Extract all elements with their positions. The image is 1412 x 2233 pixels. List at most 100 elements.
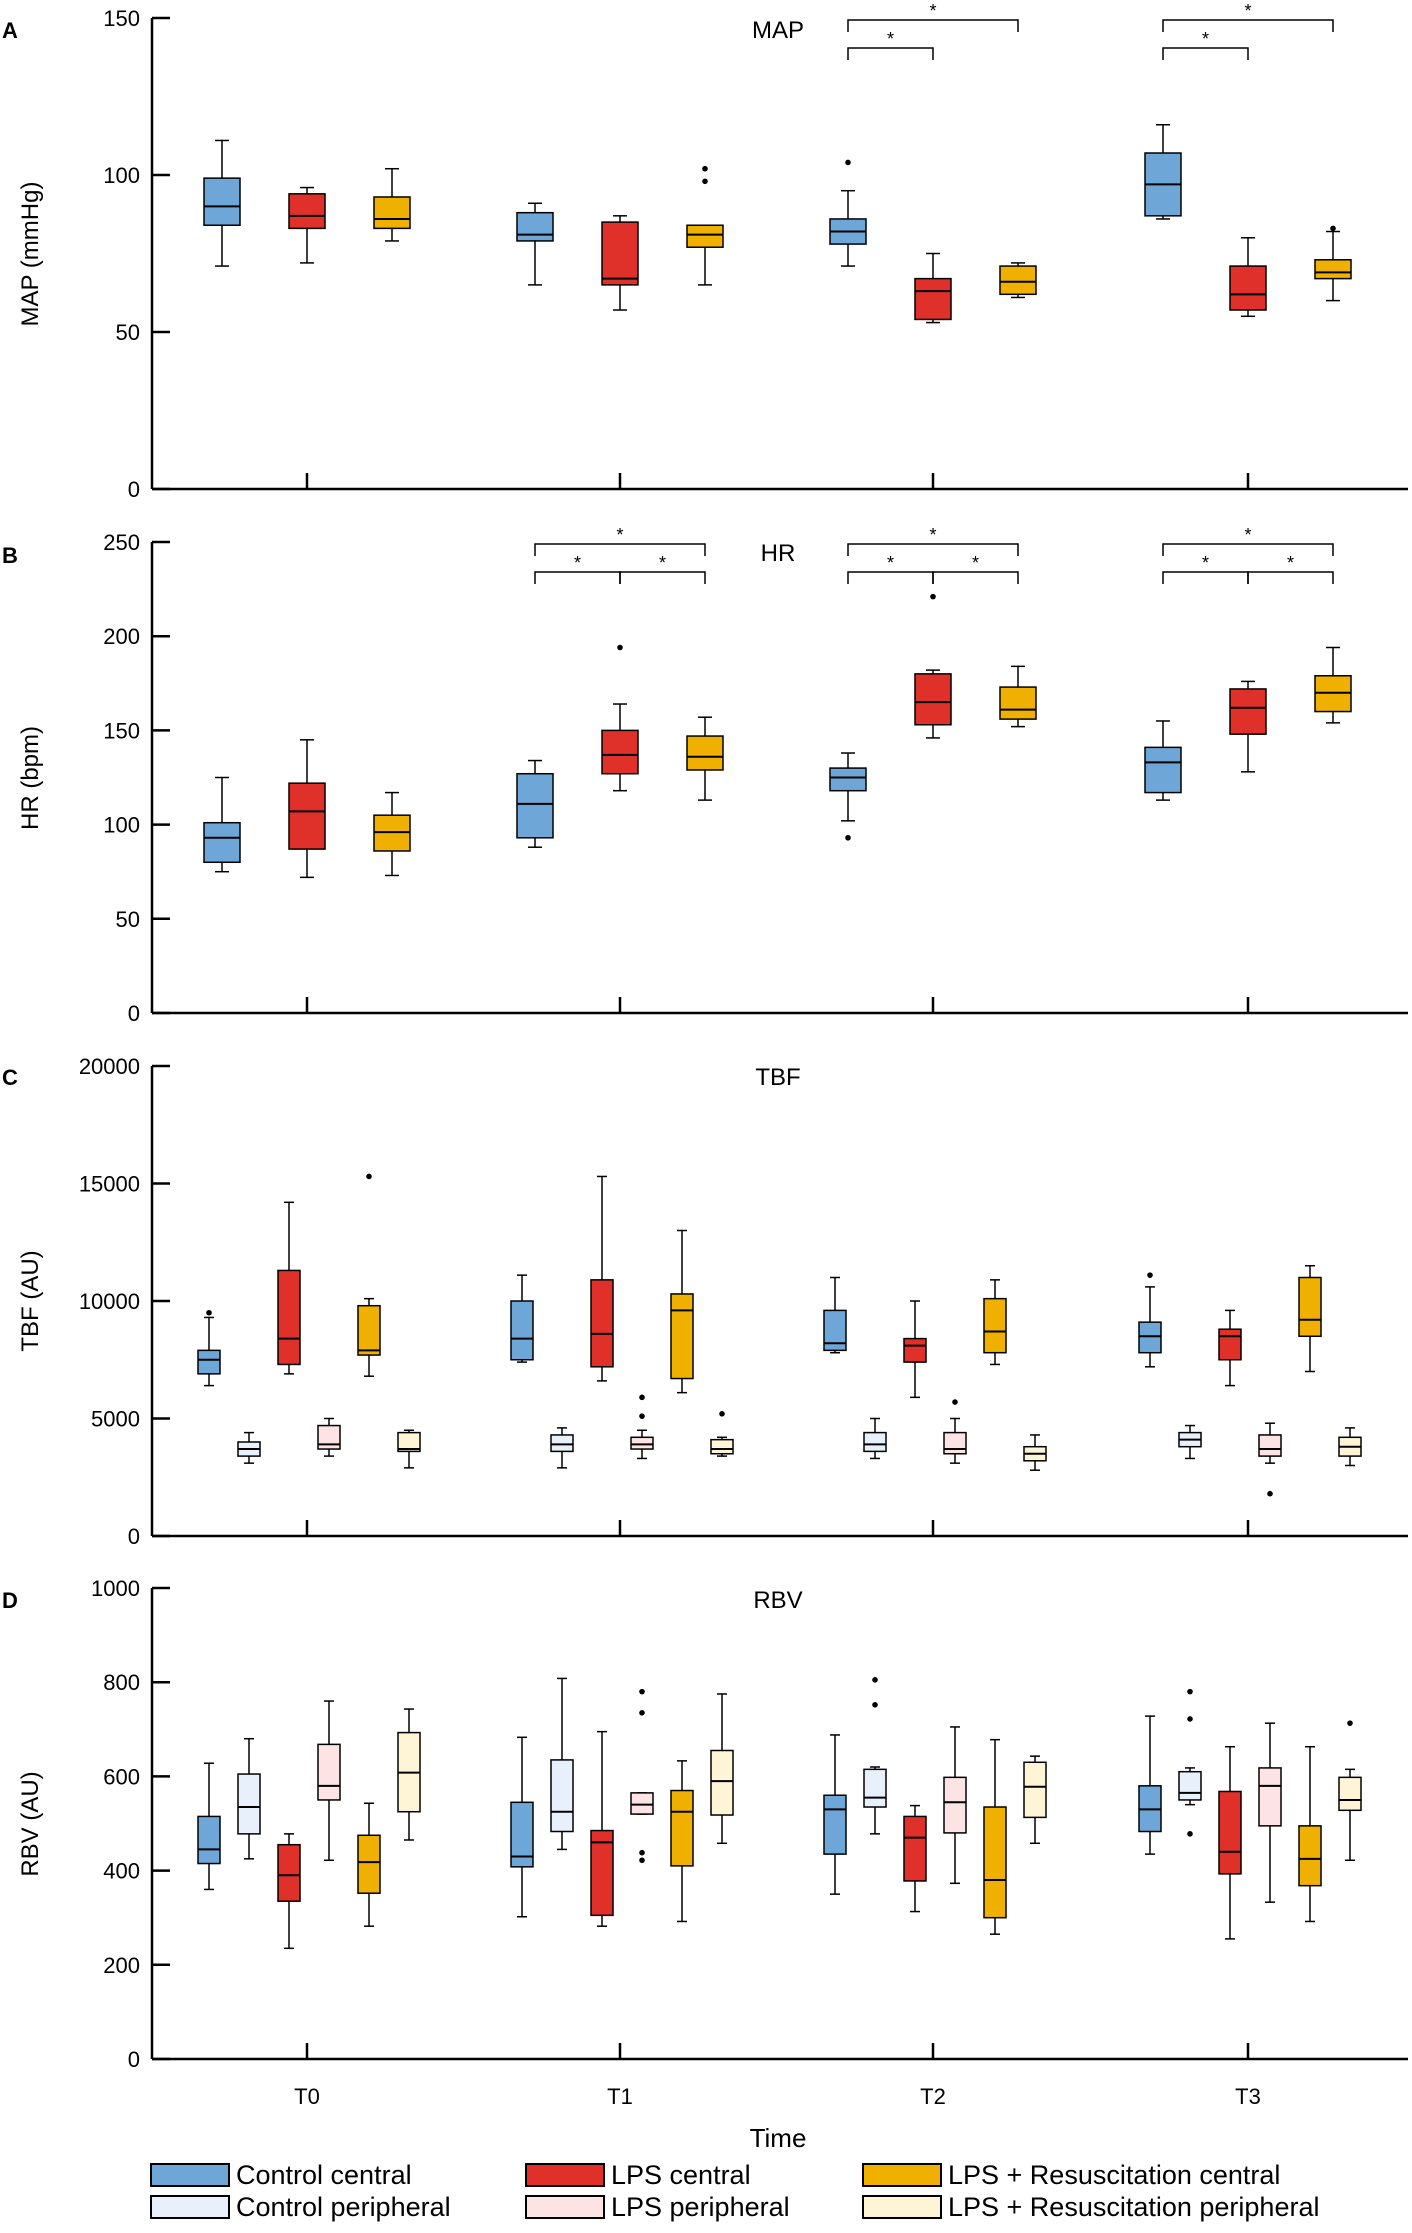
panel-b-outlier-control-central bbox=[845, 834, 851, 841]
panel-c-box-control-central bbox=[197, 1349, 221, 1375]
panel-a-box-lps-central bbox=[288, 193, 326, 230]
panel-d-outlier-lps-peripheral bbox=[639, 1857, 645, 1864]
legend-label: Control peripheral bbox=[236, 2191, 451, 2222]
panel-c-y-tick-label: 0 bbox=[128, 1524, 140, 1549]
panel-d-box-control-peripheral bbox=[550, 1759, 574, 1833]
panel-a-significance-bracket bbox=[847, 47, 934, 60]
panel-c-box-lps-peripheral bbox=[943, 1431, 967, 1455]
panel-a-box-lps-resuscitation-central bbox=[1314, 259, 1352, 280]
panel-b-significance-bracket bbox=[1162, 543, 1334, 556]
panel-b-outlier-lps-central bbox=[930, 593, 936, 600]
panel-a-outlier-lps-resuscitation-central bbox=[1330, 225, 1336, 232]
panel-a-box-lps-central bbox=[601, 221, 639, 286]
panel-b-y-tick-label: 200 bbox=[103, 624, 140, 649]
panel-d-box-lps-central bbox=[1218, 1790, 1242, 1875]
panel-a-significance-star: * bbox=[929, 1, 936, 21]
panel-c-outlier-lps-peripheral bbox=[639, 1394, 645, 1401]
legend-swatch-lps-central bbox=[525, 2163, 605, 2187]
panel-b-y-tick-label: 150 bbox=[103, 718, 140, 743]
panel-a-outlier-lps-resuscitation-central bbox=[702, 178, 708, 185]
panel-c-box-lps-resuscitation-central bbox=[670, 1293, 694, 1380]
panel-d-outlier-lps-peripheral bbox=[639, 1688, 645, 1695]
panel-b-y-tick-label: 50 bbox=[116, 907, 140, 932]
panel-d-box-control-central bbox=[197, 1815, 221, 1865]
panel-d-x-tick-label: T0 bbox=[294, 2084, 320, 2109]
panel-d-x-tick-label: T1 bbox=[607, 2084, 633, 2109]
panel-b-y-tick-label: 250 bbox=[103, 530, 140, 555]
legend-item-lps-central: LPS central bbox=[525, 2160, 751, 2190]
panel-b-box-lps-resuscitation-central bbox=[686, 735, 724, 771]
legend-label: LPS + Resuscitation peripheral bbox=[948, 2191, 1320, 2222]
panel-d-box-lps-central bbox=[590, 1829, 614, 1917]
panel-d-y-tick-label: 400 bbox=[103, 1859, 140, 1884]
panel-d-box-lps-resuscitation-central bbox=[357, 1834, 381, 1894]
panel-a-box-lps-resuscitation-central bbox=[999, 265, 1037, 296]
panel-a-box-control-central bbox=[203, 177, 241, 226]
panel-a-y-tick-label: 100 bbox=[103, 163, 140, 188]
panel-b-significance-bracket bbox=[1162, 571, 1249, 584]
panel-d-box-lps-resuscitation-central bbox=[670, 1789, 694, 1867]
panel-b-letter: B bbox=[2, 543, 18, 568]
panel-c-box-lps-central bbox=[903, 1337, 927, 1363]
panel-b-box-control-central bbox=[203, 821, 241, 864]
panel-d-outlier-control-peripheral bbox=[1187, 1688, 1193, 1695]
panel-d-box-lps-resuscitation-central bbox=[1298, 1825, 1322, 1887]
panel-c-box-lps-peripheral bbox=[317, 1424, 341, 1450]
panel-a-title: MAP bbox=[752, 17, 804, 44]
panel-b-box-lps-central bbox=[601, 729, 639, 775]
panel-c-box-control-central bbox=[510, 1300, 534, 1361]
panel-b-box-control-central bbox=[516, 772, 554, 839]
panel-d-box-lps-peripheral bbox=[943, 1776, 967, 1834]
panel-c-box-lps-peripheral bbox=[1258, 1434, 1282, 1457]
panel-a-outlier-lps-resuscitation-central bbox=[702, 165, 708, 172]
panel-d-x-tick-label: T2 bbox=[920, 2084, 946, 2109]
panel-b-significance-bracket bbox=[1247, 571, 1334, 584]
figure: 0 50 100 150 A MAP MAP (mmHg) * * * * 0 50 100 150 200 2… bbox=[2, 1, 1408, 2153]
legend-item-control-peripheral: Control peripheral bbox=[150, 2192, 451, 2222]
panel-a-significance-star: * bbox=[887, 29, 894, 49]
panel-b-significance-bracket bbox=[847, 571, 934, 584]
panel-a-box-lps-central bbox=[914, 277, 952, 321]
panel-b-significance-star: * bbox=[574, 553, 581, 573]
panel-d-outlier-control-peripheral bbox=[872, 1702, 878, 1708]
panel-b-box-lps-central bbox=[914, 673, 952, 726]
panel-a-box-lps-resuscitation-central bbox=[373, 196, 411, 230]
panel-c-box-lps-resuscitation-central bbox=[357, 1304, 381, 1356]
legend-item-control-central: Control central bbox=[150, 2160, 412, 2190]
panel-c-outlier-lps-peripheral bbox=[952, 1399, 958, 1405]
panel-b-title: HR bbox=[761, 540, 796, 567]
panel-c-box-lps-peripheral bbox=[630, 1436, 654, 1450]
panel-c-box-lps-resuscitation-central bbox=[983, 1297, 1007, 1354]
panel-b-significance-star: * bbox=[616, 525, 623, 545]
panel-c-y-tick-label: 15000 bbox=[79, 1172, 140, 1197]
panel-b-box-lps-resuscitation-central bbox=[999, 686, 1037, 720]
panel-c-box-control-peripheral bbox=[863, 1431, 887, 1453]
panel-c-y-tick-label: 20000 bbox=[79, 1054, 140, 1079]
panel-b-significance-star: * bbox=[1287, 553, 1294, 573]
panel-b-significance-star: * bbox=[1202, 553, 1209, 573]
panel-b-significance-star: * bbox=[929, 525, 936, 545]
panel-c-y-tick-label: 5000 bbox=[91, 1407, 140, 1432]
panel-a-y-tick-label: 50 bbox=[116, 320, 140, 345]
panel-b-y-label: HR (bpm) bbox=[17, 726, 44, 830]
panel-a-significance-bracket bbox=[847, 19, 1019, 32]
panel-d-y-tick-label: 0 bbox=[128, 2047, 140, 2072]
panel-d-box-lps-peripheral bbox=[317, 1743, 341, 1801]
panel-d-outlier-lps-peripheral bbox=[639, 1710, 645, 1716]
legend-swatch-lps-resuscitation-peripheral bbox=[862, 2195, 942, 2219]
panel-d-y-tick-label: 800 bbox=[103, 1670, 140, 1695]
panel-c-outlier-lps-resuscitation-peripheral bbox=[719, 1411, 725, 1417]
panel-b-significance-star: * bbox=[659, 553, 666, 573]
panel-a-y-tick-label: 150 bbox=[103, 6, 140, 31]
legend-swatch-control-peripheral bbox=[150, 2195, 230, 2219]
panel-d-x-tick-label: T3 bbox=[1235, 2084, 1261, 2109]
panel-c-outlier-control-central bbox=[206, 1309, 212, 1316]
panel-d-y-tick-label: 200 bbox=[103, 1953, 140, 1978]
panel-c-y-tick-label: 10000 bbox=[79, 1289, 140, 1314]
panel-c-box-control-central bbox=[823, 1309, 847, 1352]
legend-item-lps-resuscitation-central: LPS + Resuscitation central bbox=[862, 2160, 1280, 2190]
panel-c-box-control-central bbox=[1138, 1321, 1162, 1354]
panel-c-outlier-control-central bbox=[1147, 1272, 1153, 1278]
panel-c-outlier-lps-peripheral bbox=[1267, 1490, 1273, 1497]
panel-a-box-lps-resuscitation-central bbox=[686, 224, 724, 248]
